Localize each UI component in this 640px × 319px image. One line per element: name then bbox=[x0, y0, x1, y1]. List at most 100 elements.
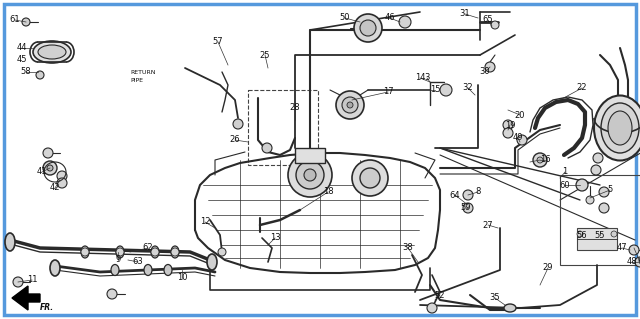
Circle shape bbox=[57, 178, 67, 188]
Text: 3: 3 bbox=[424, 73, 429, 83]
Ellipse shape bbox=[144, 264, 152, 276]
Ellipse shape bbox=[608, 111, 632, 145]
Circle shape bbox=[22, 18, 30, 26]
Text: 56: 56 bbox=[577, 231, 588, 240]
Ellipse shape bbox=[50, 260, 60, 276]
Text: 58: 58 bbox=[20, 68, 31, 77]
Text: 50: 50 bbox=[340, 13, 350, 23]
Text: 49: 49 bbox=[513, 133, 524, 143]
Circle shape bbox=[218, 248, 226, 256]
Circle shape bbox=[304, 169, 316, 181]
Text: 32: 32 bbox=[463, 84, 474, 93]
Text: 60: 60 bbox=[560, 181, 570, 189]
Text: 25: 25 bbox=[260, 50, 270, 60]
Ellipse shape bbox=[164, 264, 172, 276]
Circle shape bbox=[593, 153, 603, 163]
Circle shape bbox=[399, 16, 411, 28]
Circle shape bbox=[591, 165, 601, 175]
Text: 55: 55 bbox=[595, 231, 605, 240]
Circle shape bbox=[336, 91, 364, 119]
Text: 15: 15 bbox=[429, 85, 440, 94]
Ellipse shape bbox=[33, 41, 71, 63]
Text: 63: 63 bbox=[132, 257, 143, 266]
Circle shape bbox=[537, 157, 543, 163]
Circle shape bbox=[354, 14, 382, 42]
Circle shape bbox=[440, 84, 452, 96]
Text: 44: 44 bbox=[17, 43, 28, 53]
Text: 62: 62 bbox=[143, 243, 154, 253]
Text: 9: 9 bbox=[115, 256, 120, 264]
Circle shape bbox=[360, 168, 380, 188]
Circle shape bbox=[599, 203, 609, 213]
Circle shape bbox=[611, 231, 617, 237]
Circle shape bbox=[599, 187, 609, 197]
Text: 8: 8 bbox=[476, 188, 481, 197]
Bar bbox=[577, 228, 617, 250]
Circle shape bbox=[463, 203, 473, 213]
Circle shape bbox=[463, 190, 473, 200]
Circle shape bbox=[47, 165, 53, 171]
Ellipse shape bbox=[504, 304, 516, 312]
Text: 38: 38 bbox=[403, 243, 413, 253]
Ellipse shape bbox=[171, 246, 179, 258]
Circle shape bbox=[262, 143, 272, 153]
Circle shape bbox=[171, 248, 179, 256]
Circle shape bbox=[36, 71, 44, 79]
Circle shape bbox=[533, 153, 547, 167]
Text: 65: 65 bbox=[483, 16, 493, 25]
Circle shape bbox=[485, 62, 495, 72]
Text: 11: 11 bbox=[27, 276, 37, 285]
Text: 46: 46 bbox=[385, 13, 396, 23]
Text: 6: 6 bbox=[637, 257, 640, 266]
Text: 19: 19 bbox=[505, 121, 515, 130]
Ellipse shape bbox=[111, 264, 119, 276]
Circle shape bbox=[577, 231, 583, 237]
Text: 12: 12 bbox=[200, 218, 211, 226]
Text: 35: 35 bbox=[490, 293, 500, 302]
Circle shape bbox=[151, 248, 159, 256]
Text: 27: 27 bbox=[483, 220, 493, 229]
Circle shape bbox=[635, 257, 640, 267]
Text: 28: 28 bbox=[290, 103, 300, 113]
Text: 16: 16 bbox=[540, 155, 550, 165]
Ellipse shape bbox=[207, 254, 217, 270]
Circle shape bbox=[491, 21, 499, 29]
Text: 61: 61 bbox=[10, 16, 20, 25]
Text: 48: 48 bbox=[627, 257, 637, 266]
Circle shape bbox=[107, 289, 117, 299]
Circle shape bbox=[576, 179, 588, 191]
Text: 59: 59 bbox=[461, 204, 471, 212]
Text: 1: 1 bbox=[563, 167, 568, 176]
Text: 64: 64 bbox=[450, 190, 460, 199]
Text: 10: 10 bbox=[177, 273, 188, 283]
Ellipse shape bbox=[116, 246, 124, 258]
Text: PIPE: PIPE bbox=[130, 78, 143, 83]
Text: 42: 42 bbox=[50, 183, 60, 192]
Circle shape bbox=[629, 245, 639, 255]
Ellipse shape bbox=[38, 45, 66, 59]
Ellipse shape bbox=[81, 246, 89, 258]
Text: 5: 5 bbox=[607, 186, 612, 195]
Ellipse shape bbox=[601, 103, 639, 153]
Polygon shape bbox=[12, 286, 40, 310]
Circle shape bbox=[503, 128, 513, 138]
Circle shape bbox=[57, 171, 67, 181]
Text: 26: 26 bbox=[230, 136, 240, 145]
Circle shape bbox=[116, 248, 124, 256]
Circle shape bbox=[517, 135, 527, 145]
Text: 30: 30 bbox=[480, 68, 490, 77]
Text: 29: 29 bbox=[543, 263, 553, 272]
Ellipse shape bbox=[5, 233, 15, 251]
Text: RETURN: RETURN bbox=[130, 70, 156, 75]
Bar bbox=[295, 148, 325, 163]
Text: 47: 47 bbox=[617, 243, 627, 253]
Text: 45: 45 bbox=[17, 56, 28, 64]
Text: 22: 22 bbox=[577, 84, 588, 93]
Circle shape bbox=[296, 161, 324, 189]
Circle shape bbox=[43, 161, 57, 175]
Bar bbox=[560, 175, 640, 265]
Text: 17: 17 bbox=[383, 87, 394, 97]
Circle shape bbox=[342, 97, 358, 113]
Circle shape bbox=[233, 119, 243, 129]
Circle shape bbox=[347, 102, 353, 108]
